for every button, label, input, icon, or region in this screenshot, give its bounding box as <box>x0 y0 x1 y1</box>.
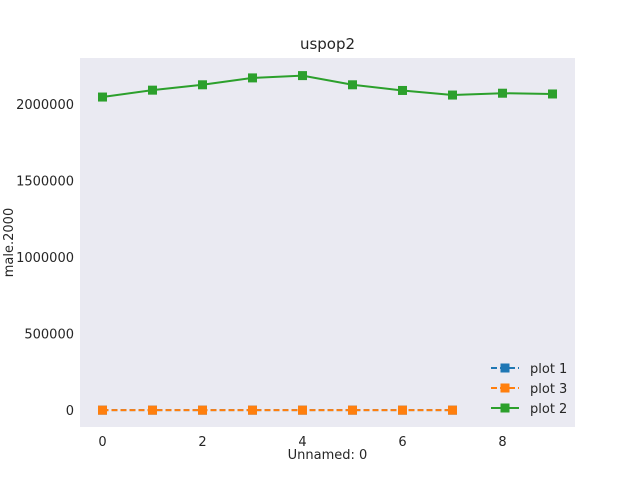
series-plot-2 <box>98 71 557 102</box>
legend-marker <box>500 403 510 413</box>
y-tick-label: 2000000 <box>16 98 74 113</box>
data-point <box>398 405 407 415</box>
series-group <box>98 71 557 415</box>
legend-label: plot 2 <box>530 402 567 417</box>
chart-title: uspop2 <box>300 35 355 53</box>
x-tick-label: 8 <box>498 435 506 450</box>
data-point <box>198 405 207 415</box>
y-tick-label: 0 <box>66 404 74 419</box>
data-point <box>148 405 157 415</box>
data-point <box>198 80 207 90</box>
x-axis-label: Unnamed: 0 <box>288 448 368 463</box>
data-point <box>448 90 457 100</box>
x-tick-label: 4 <box>298 435 306 450</box>
data-point <box>98 92 107 102</box>
legend-item: plot 1 <box>491 362 567 377</box>
plot-area <box>80 58 575 427</box>
y-tick-label: 1500000 <box>16 174 74 189</box>
series-plot-3 <box>98 405 457 415</box>
axis-ticks: 0 2 4 6 8 0 500000 1000000 1500000 2000000 <box>16 98 507 450</box>
data-point <box>248 405 257 415</box>
data-point <box>98 405 107 415</box>
data-point <box>298 405 307 415</box>
legend-item: plot 2 <box>491 402 567 417</box>
data-point <box>148 85 157 95</box>
legend: plot 1 plot 3 plot 2 <box>491 362 567 417</box>
series-line <box>102 74 553 99</box>
data-point <box>548 89 557 99</box>
data-point <box>498 88 507 98</box>
legend-item: plot 3 <box>491 382 567 397</box>
y-tick-label: 500000 <box>24 328 74 343</box>
data-point <box>298 71 307 81</box>
data-point <box>348 405 357 415</box>
legend-label: plot 3 <box>530 382 567 397</box>
data-point <box>248 73 257 83</box>
x-tick-label: 2 <box>198 435 206 450</box>
data-point <box>448 405 457 415</box>
y-axis-label: male.2000 <box>2 208 17 277</box>
data-point <box>348 80 357 90</box>
y-tick-label: 1000000 <box>16 251 74 266</box>
x-tick-label: 0 <box>98 435 106 450</box>
legend-marker <box>500 363 510 373</box>
data-point <box>398 85 407 95</box>
legend-marker <box>500 383 510 393</box>
x-tick-label: 6 <box>398 435 406 450</box>
legend-label: plot 1 <box>530 362 567 377</box>
